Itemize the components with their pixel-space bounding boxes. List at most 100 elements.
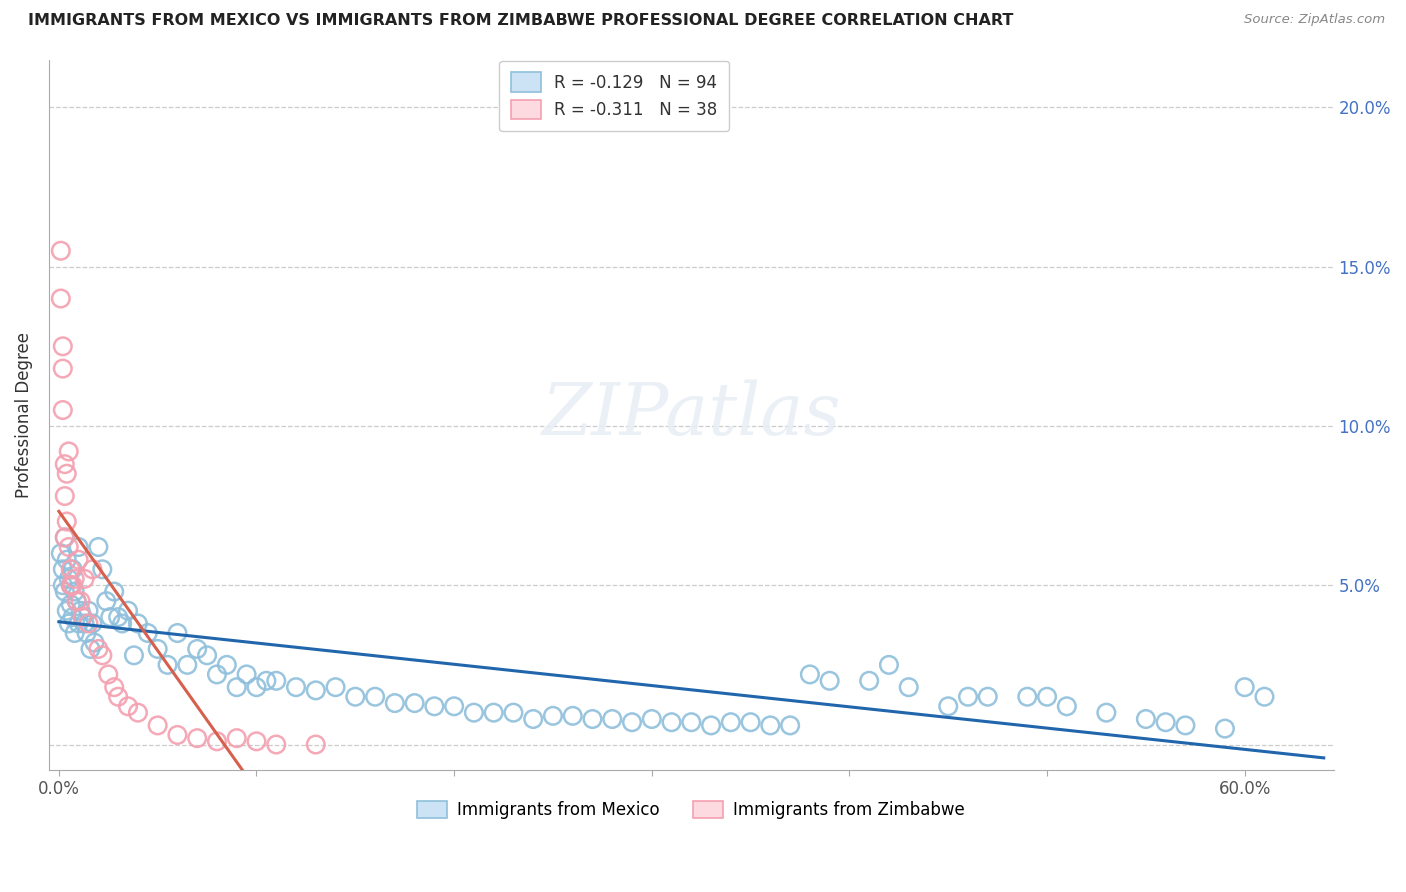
Point	[166, 728, 188, 742]
Point	[264, 738, 287, 752]
Point	[936, 699, 959, 714]
Point	[55, 467, 77, 481]
Point	[1253, 690, 1275, 704]
Point	[53, 584, 76, 599]
Point	[52, 562, 75, 576]
Text: IMMIGRANTS FROM MEXICO VS IMMIGRANTS FROM ZIMBABWE PROFESSIONAL DEGREE CORRELATI: IMMIGRANTS FROM MEXICO VS IMMIGRANTS FRO…	[28, 13, 1014, 29]
Point	[384, 696, 406, 710]
Point	[55, 604, 77, 618]
Point	[117, 699, 139, 714]
Point	[720, 715, 742, 730]
Point	[1135, 712, 1157, 726]
Point	[66, 594, 89, 608]
Point	[897, 680, 920, 694]
Point	[977, 690, 1000, 704]
Point	[59, 562, 82, 576]
Point	[681, 715, 703, 730]
Point	[67, 553, 90, 567]
Point	[956, 690, 979, 704]
Point	[49, 546, 72, 560]
Point	[215, 657, 238, 672]
Point	[55, 553, 77, 567]
Legend: Immigrants from Mexico, Immigrants from Zimbabwe: Immigrants from Mexico, Immigrants from …	[411, 794, 972, 826]
Point	[52, 361, 75, 376]
Point	[502, 706, 524, 720]
Point	[225, 731, 247, 746]
Point	[285, 680, 308, 694]
Point	[877, 657, 900, 672]
Point	[245, 734, 267, 748]
Point	[96, 594, 118, 608]
Point	[195, 648, 218, 663]
Point	[69, 604, 91, 618]
Point	[1095, 706, 1118, 720]
Point	[58, 444, 80, 458]
Point	[53, 531, 76, 545]
Point	[49, 292, 72, 306]
Point	[77, 616, 100, 631]
Point	[423, 699, 446, 714]
Point	[463, 706, 485, 720]
Point	[79, 642, 101, 657]
Point	[103, 584, 125, 599]
Point	[344, 690, 367, 704]
Point	[77, 604, 100, 618]
Point	[103, 680, 125, 694]
Point	[98, 610, 121, 624]
Point	[205, 667, 228, 681]
Point	[146, 642, 169, 657]
Point	[1233, 680, 1256, 694]
Point	[186, 642, 208, 657]
Point	[127, 616, 149, 631]
Point	[641, 712, 664, 726]
Point	[799, 667, 821, 681]
Point	[72, 610, 94, 624]
Point	[700, 718, 723, 732]
Point	[305, 683, 328, 698]
Point	[522, 712, 544, 726]
Point	[1036, 690, 1059, 704]
Point	[82, 562, 104, 576]
Point	[87, 642, 110, 657]
Point	[59, 598, 82, 612]
Point	[127, 706, 149, 720]
Point	[55, 515, 77, 529]
Point	[245, 680, 267, 694]
Point	[176, 657, 198, 672]
Point	[63, 584, 86, 599]
Point	[58, 540, 80, 554]
Point	[818, 673, 841, 688]
Point	[52, 578, 75, 592]
Point	[858, 673, 880, 688]
Point	[97, 667, 120, 681]
Point	[59, 578, 82, 592]
Y-axis label: Professional Degree: Professional Degree	[15, 332, 32, 498]
Point	[1213, 722, 1236, 736]
Point	[541, 709, 564, 723]
Point	[58, 572, 80, 586]
Point	[63, 572, 86, 586]
Point	[235, 667, 257, 681]
Point	[186, 731, 208, 746]
Point	[73, 616, 96, 631]
Text: ZIPatlas: ZIPatlas	[541, 379, 841, 450]
Point	[107, 610, 129, 624]
Point	[581, 712, 603, 726]
Point	[779, 718, 801, 732]
Point	[76, 626, 98, 640]
Point	[53, 531, 76, 545]
Point	[62, 562, 84, 576]
Point	[136, 626, 159, 640]
Point	[600, 712, 623, 726]
Point	[107, 690, 129, 704]
Point	[482, 706, 505, 720]
Point	[759, 718, 782, 732]
Point	[62, 610, 84, 624]
Point	[59, 578, 82, 592]
Point	[364, 690, 387, 704]
Point	[156, 657, 179, 672]
Point	[73, 572, 96, 586]
Text: Source: ZipAtlas.com: Source: ZipAtlas.com	[1244, 13, 1385, 27]
Point	[146, 718, 169, 732]
Point	[740, 715, 762, 730]
